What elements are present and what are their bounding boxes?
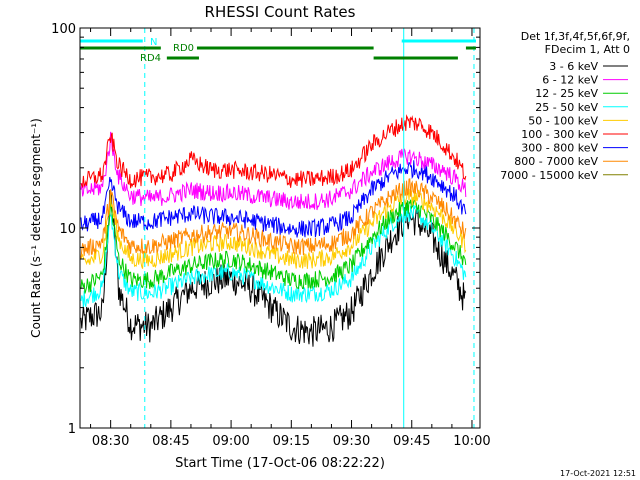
series-line-0: [80, 190, 467, 347]
x-tick-label-5: 09:45: [393, 434, 430, 449]
legend-label-8: 7000 - 15000 keV: [500, 169, 598, 182]
x-tick-label-4: 09:30: [333, 434, 370, 449]
x-tick-label-2: 09:00: [212, 434, 249, 449]
x-tick-label-3: 09:15: [273, 434, 310, 449]
x-axis-label: Start Time (17-Oct-06 08:22:22): [175, 456, 385, 471]
legend-label-5: 100 - 300 keV: [521, 128, 598, 141]
x-tick-label-1: 08:45: [152, 434, 189, 449]
series-line-6: [80, 160, 467, 238]
series-line-7: [80, 178, 467, 258]
series-line-3: [80, 205, 467, 308]
legend-label-0: 3 - 6 keV: [549, 60, 598, 73]
x-tick-label-0: 08:30: [92, 434, 129, 449]
flag-rd0-label: RD0: [173, 43, 194, 54]
legend-header-line1: Det 1f,3f,4f,5f,6f,9f,: [521, 30, 630, 43]
flag-rd4-label: RD4: [140, 53, 161, 64]
legend-label-4: 50 - 100 keV: [528, 114, 598, 127]
legend-header-line2: FDecim 1, Att 0: [545, 43, 630, 56]
legend-label-2: 12 - 25 keV: [535, 87, 598, 100]
legend-label-1: 6 - 12 keV: [542, 74, 598, 87]
y-tick-label-2: 100: [51, 22, 76, 37]
y-tick-label-0: 1: [68, 422, 76, 437]
legend-label-7: 800 - 7000 keV: [514, 155, 598, 168]
series-line-1: [80, 131, 467, 211]
axes-layer: 08:30 08:45 09:00 09:15 09:30 09:45 10:00 1 10 10…: [51, 22, 491, 449]
x-tick-label-6: 10:00: [453, 434, 490, 449]
y-tick-label-1: 10: [59, 222, 76, 237]
legend-label-6: 300 - 800 keV: [521, 142, 598, 155]
y-axis-label: Count Rate (s⁻¹ detector segment⁻¹): [29, 118, 43, 338]
attenuator-label: N: [150, 37, 157, 48]
chart-title: RHESSI Count Rates: [205, 3, 356, 21]
footer-timestamp: 17-Oct-2021 12:51: [560, 469, 636, 478]
legend-label-3: 25 - 50 keV: [535, 101, 598, 114]
